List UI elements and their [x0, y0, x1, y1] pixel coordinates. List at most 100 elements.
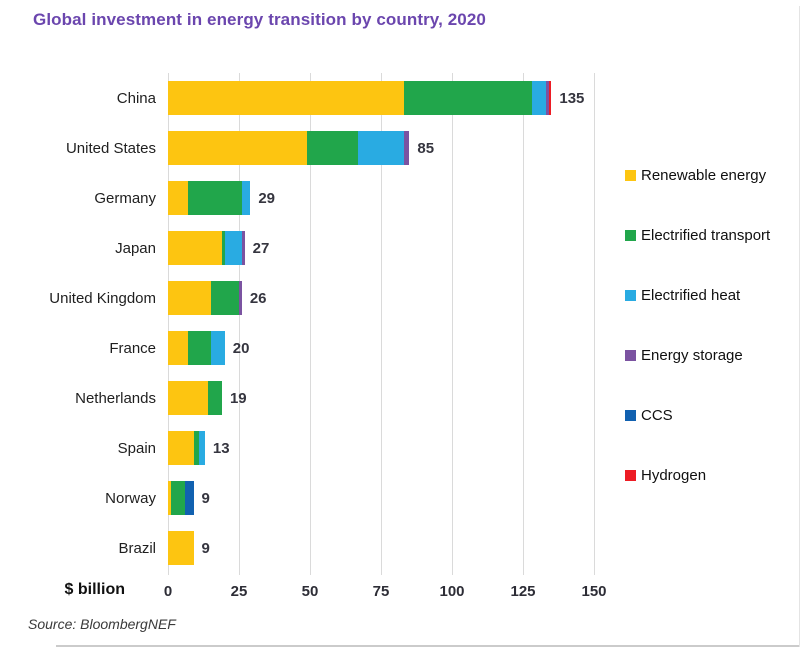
- x-tick-label: 150: [581, 583, 607, 600]
- bar-value-label: 27: [252, 239, 270, 257]
- country-label: Spain: [117, 439, 156, 457]
- bar-track: 9: [168, 473, 621, 523]
- bar-row: Japan 27: [20, 223, 621, 273]
- x-axis-ticks: 0 25 50 75 100 125 150: [164, 575, 621, 605]
- crop-edge-bottom: [56, 645, 800, 647]
- legend-swatch-icon: [625, 469, 636, 481]
- legend-label: Hydrogen: [641, 466, 707, 484]
- bar-row: China 135: [20, 73, 621, 123]
- bar-track: 19: [168, 373, 621, 423]
- country-label: United Kingdom: [49, 289, 156, 307]
- country-label: Netherlands: [75, 389, 156, 407]
- stacked-bar: [168, 531, 194, 565]
- bar-track: 26: [168, 273, 621, 323]
- bar-segment-electrified-transport: [193, 431, 200, 465]
- bar-segment-renewable-energy: [168, 331, 188, 365]
- stacked-bar: [168, 131, 410, 165]
- country-label: Japan: [115, 239, 156, 257]
- bar-value-label: 13: [212, 439, 230, 457]
- bar-value-label: 9: [201, 489, 210, 507]
- stacked-bar: [168, 481, 194, 515]
- bar-track: 20: [168, 323, 621, 373]
- bar-track: 85: [168, 123, 621, 173]
- bar-segment-electrified-transport: [307, 131, 359, 165]
- stacked-bar: [168, 331, 225, 365]
- legend-item: Renewable energy: [625, 145, 795, 205]
- bar-track: 9: [168, 523, 621, 573]
- gridline: [310, 73, 311, 575]
- legend-item: Electrified transport: [625, 205, 795, 265]
- bar-segment-renewable-energy: [168, 181, 188, 215]
- bar-segment-electrified-heat: [358, 131, 404, 165]
- bar-track: 29: [168, 173, 621, 223]
- bar-value-label: 9: [201, 539, 210, 557]
- country-label: China: [116, 89, 156, 107]
- bar-track: 135: [168, 73, 621, 123]
- grid-layer: [168, 73, 621, 575]
- legend-swatch-icon: [625, 229, 636, 241]
- bar-segment-renewable-energy: [168, 231, 222, 265]
- x-tick-label: 25: [230, 583, 248, 600]
- legend-item: Energy storage: [625, 325, 795, 385]
- bar-segment-renewable-energy: [168, 131, 308, 165]
- bar-segment-electrified-heat: [241, 181, 251, 215]
- legend: Renewable energy Electrified transport Ele…: [625, 145, 795, 505]
- bar-segment-ccs: [185, 481, 194, 515]
- bar-row: United States 85: [20, 123, 621, 173]
- bar-value-label: 85: [417, 139, 435, 157]
- bar-segment-electrified-transport: [210, 281, 239, 315]
- legend-label: Electrified heat: [641, 286, 741, 304]
- stacked-bar: [168, 381, 222, 415]
- stacked-bar: [168, 81, 552, 115]
- bar-value-label: 26: [249, 289, 267, 307]
- legend-label: CCS: [641, 406, 673, 424]
- bar-value-label: 19: [229, 389, 247, 407]
- bar-segment-hydrogen: [548, 81, 552, 115]
- bar-segment-renewable-energy: [168, 431, 194, 465]
- bar-chart: China 135 United States 85 Germany 29 Japan 27 U…: [20, 73, 621, 607]
- country-label: United States: [65, 139, 156, 157]
- bar-track: 13: [168, 423, 621, 473]
- stacked-bar: [168, 281, 242, 315]
- country-label: France: [109, 339, 156, 357]
- legend-item: Hydrogen: [625, 445, 795, 505]
- bar-rows: China 135 United States 85 Germany 29 Japan 27 U…: [20, 73, 621, 573]
- bar-segment-electrified-transport: [170, 481, 186, 515]
- bar-row: France 20: [20, 323, 621, 373]
- bar-segment-electrified-transport: [221, 231, 225, 265]
- country-label: Germany: [94, 189, 156, 207]
- gridline: [452, 73, 453, 575]
- bar-segment-energy-storage: [241, 231, 245, 265]
- x-tick-label: 50: [301, 583, 319, 600]
- legend-label: Renewable energy: [641, 166, 767, 184]
- bar-segment-electrified-transport: [403, 81, 532, 115]
- bar-value-label: 20: [232, 339, 250, 357]
- bar-segment-renewable-energy: [168, 81, 404, 115]
- gridline: [168, 73, 169, 575]
- bar-row: Spain 13: [20, 423, 621, 473]
- bar-value-label: 29: [258, 189, 276, 207]
- legend-label: Electrified transport: [641, 226, 771, 244]
- legend-swatch-icon: [625, 349, 636, 361]
- gridline: [523, 73, 524, 575]
- bar-row: Netherlands 19: [20, 373, 621, 423]
- country-label: Brazil: [118, 539, 156, 557]
- bar-segment-energy-storage: [545, 81, 549, 115]
- legend-item: Electrified heat: [625, 265, 795, 325]
- bar-value-label: 135: [559, 89, 585, 107]
- legend-swatch-icon: [625, 289, 636, 301]
- bar-segment-electrified-transport: [207, 381, 222, 415]
- bar-segment-electrified-heat: [531, 81, 546, 115]
- bar-segment-renewable-energy: [168, 381, 208, 415]
- stacked-bar: [168, 231, 245, 265]
- bar-segment-renewable-energy: [168, 281, 211, 315]
- bar-row: Norway 9: [20, 473, 621, 523]
- country-label: Norway: [105, 489, 156, 507]
- bar-segment-electrified-transport: [187, 331, 211, 365]
- chart-title: Global investment in energy transition b…: [33, 10, 486, 29]
- bar-segment-electrified-heat: [210, 331, 225, 365]
- bar-track: 27: [168, 223, 621, 273]
- gridline: [239, 73, 240, 575]
- legend-swatch-icon: [625, 409, 636, 421]
